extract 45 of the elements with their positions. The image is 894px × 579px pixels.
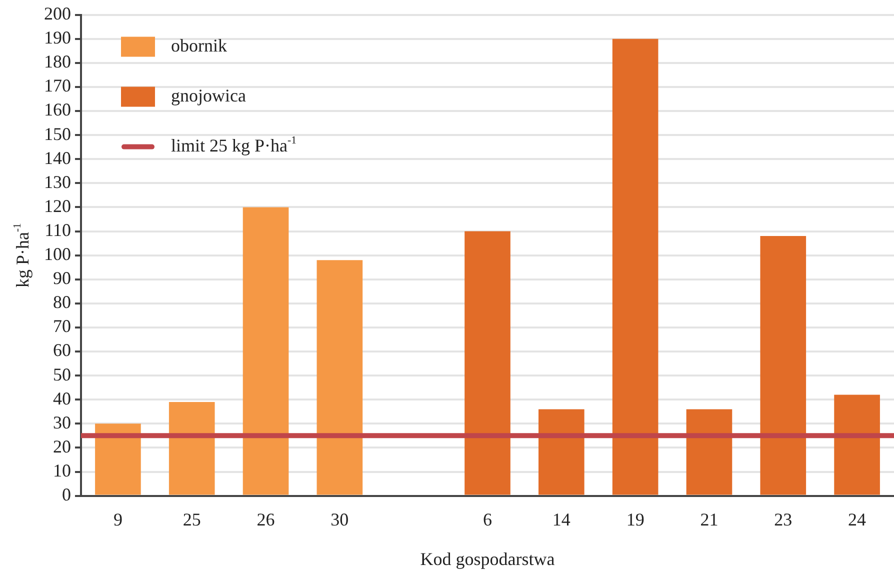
y-tick-label: 150 xyxy=(44,124,71,144)
y-tick-label: 90 xyxy=(53,268,71,288)
y-tick-label: 160 xyxy=(44,100,71,120)
y-tick-label: 60 xyxy=(53,340,71,360)
bar xyxy=(242,207,289,495)
x-tick-label: 19 xyxy=(626,509,644,530)
bar xyxy=(612,38,658,495)
bar xyxy=(316,260,363,495)
x-tick-label: 21 xyxy=(700,509,718,530)
y-tick-label: 10 xyxy=(53,460,71,480)
legend-label: gnojowica xyxy=(171,86,246,106)
x-axis-title: Kod gospodarstwa xyxy=(420,548,555,569)
x-tick-label: 30 xyxy=(330,509,349,530)
x-tick-label: 24 xyxy=(848,509,866,530)
bar xyxy=(168,402,215,495)
y-tick-label: 130 xyxy=(44,172,71,192)
x-tick-label: 25 xyxy=(182,509,201,530)
legend-label: obornik xyxy=(171,36,227,56)
x-tick-label: 26 xyxy=(256,509,275,530)
x-tick-label: 9 xyxy=(113,509,122,530)
bar xyxy=(464,231,510,495)
y-tick-label: 40 xyxy=(53,388,71,408)
y-tick-label: 180 xyxy=(44,52,71,72)
y-tick-label: 100 xyxy=(44,244,71,264)
x-tick-label: 6 xyxy=(483,509,492,530)
y-tick-label: 0 xyxy=(62,484,71,505)
bar xyxy=(686,409,732,495)
y-tick-label: 190 xyxy=(44,28,71,48)
y-tick-label: 200 xyxy=(44,4,71,24)
y-axis-title: kg P·ha-1 xyxy=(12,223,33,288)
bar xyxy=(834,394,880,495)
y-tick-label: 120 xyxy=(44,196,71,216)
bar xyxy=(538,409,584,495)
y-tick-label: 80 xyxy=(53,292,71,312)
y-tick-label: 30 xyxy=(53,412,71,432)
y-tick-label: 70 xyxy=(53,316,71,336)
x-tick-label: 23 xyxy=(774,509,792,530)
y-tick-label: 50 xyxy=(53,364,71,384)
x-tick-label: 14 xyxy=(552,509,570,530)
bar xyxy=(95,424,141,495)
y-tick-label: 110 xyxy=(44,220,71,240)
y-tick-label: 170 xyxy=(44,76,71,96)
y-tick-label: 20 xyxy=(53,436,71,456)
y-tick-label: 140 xyxy=(44,148,71,168)
bar xyxy=(760,236,806,495)
